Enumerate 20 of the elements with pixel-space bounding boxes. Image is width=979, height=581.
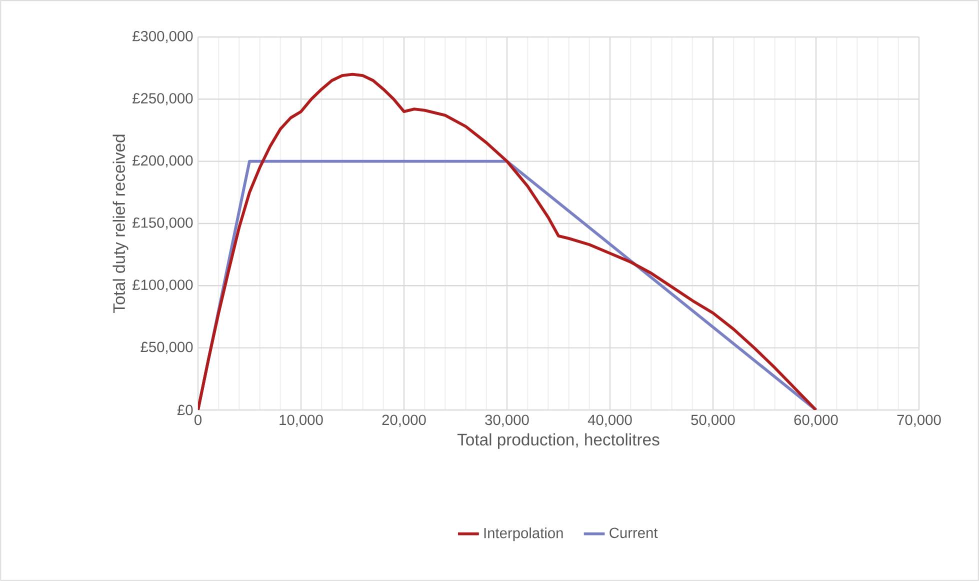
x-tick-label: 30,000	[485, 414, 529, 427]
x-tick-label: 10,000	[280, 414, 323, 427]
x-tick-label: 60,000	[794, 414, 838, 427]
y-tick-label: £300,000	[132, 30, 193, 44]
y-tick-label: £100,000	[132, 280, 193, 292]
legend-label: Interpolation	[484, 527, 563, 542]
legend-label: Current	[610, 528, 658, 538]
line-series	[198, 72, 818, 410]
x-tick-label: 70,000	[897, 414, 941, 427]
y-tick-label: £250,000	[132, 93, 193, 106]
y-tick-label: £200,000	[132, 155, 193, 168]
x-tick-label: 50,000	[691, 414, 735, 427]
y-tick-label: £150,000	[132, 217, 193, 230]
x-tick-label: 40,000	[588, 414, 632, 427]
y-tick-label: £0	[177, 404, 193, 416]
x-tick-label: 0	[194, 414, 202, 426]
x-tick-label: 20,000	[382, 414, 426, 427]
y-tick-label: £50,000	[140, 342, 193, 354]
x-axis-title: Total production, hectolitres	[457, 433, 660, 449]
y-axis-title: Total duty relief received	[112, 134, 128, 313]
